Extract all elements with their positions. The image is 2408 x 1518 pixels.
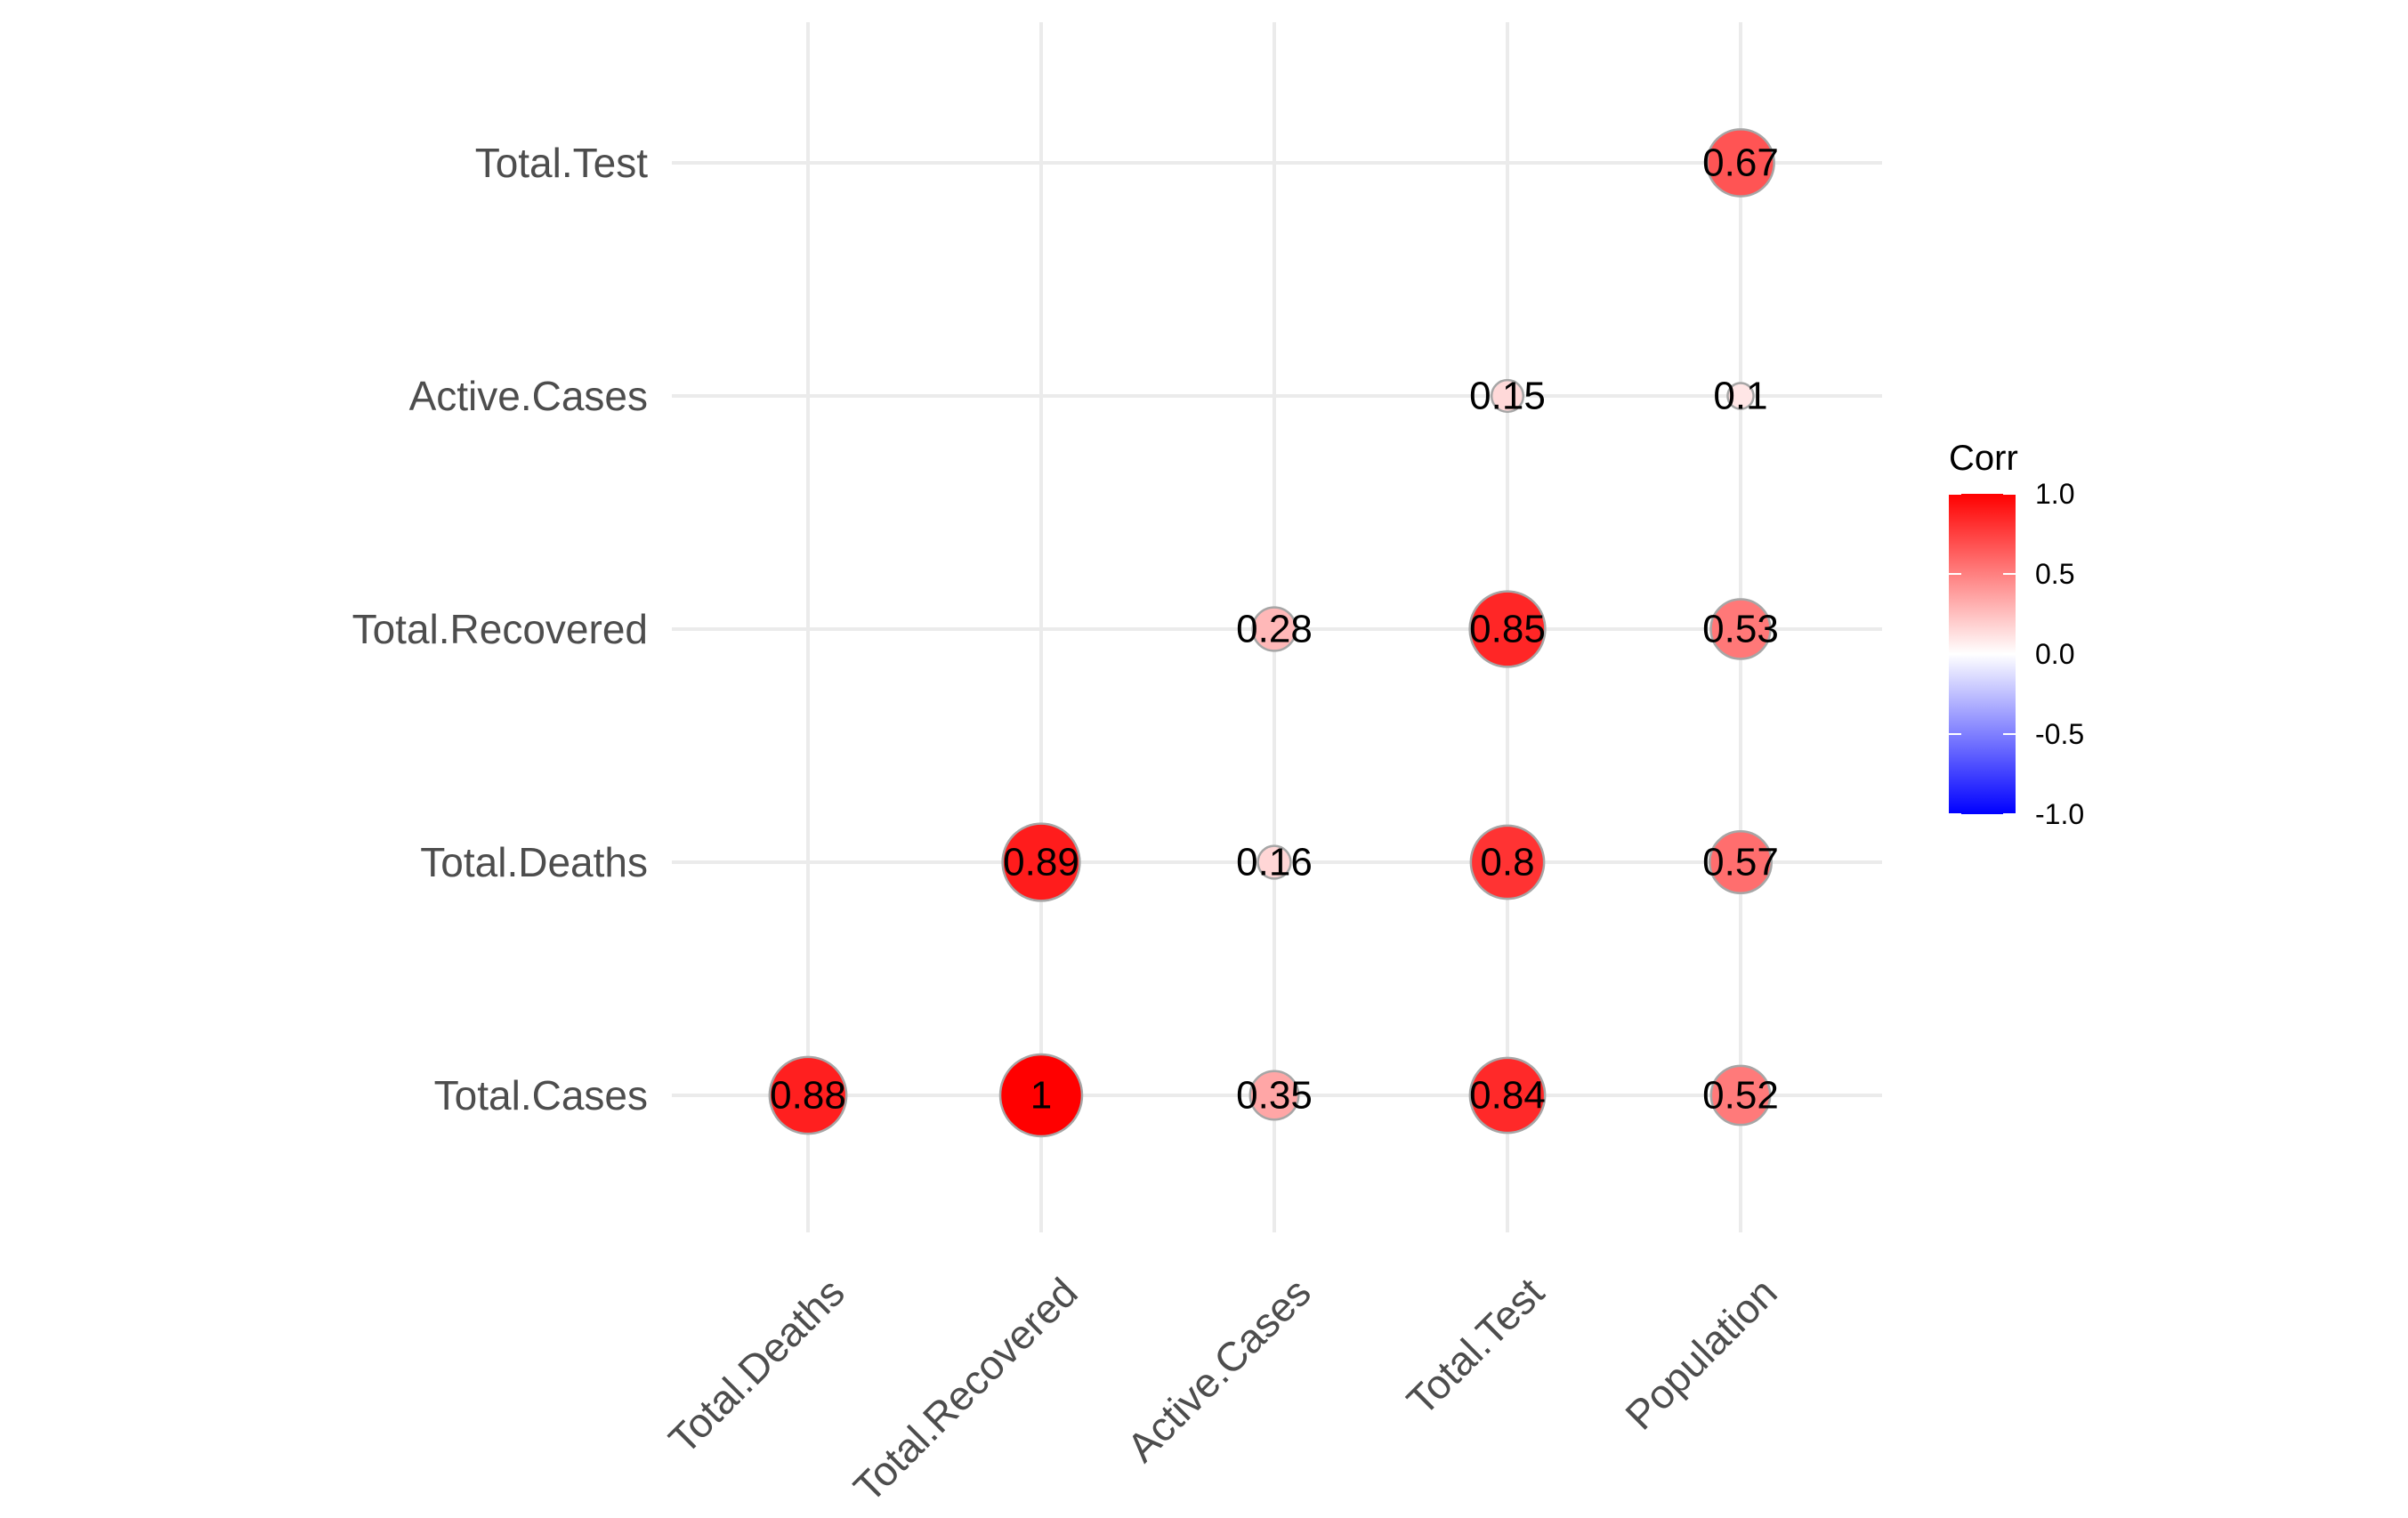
correlation-value-label: 0.88 <box>770 1074 846 1118</box>
correlation-value-label: 0.67 <box>1702 141 1779 185</box>
correlation-point <box>768 1055 848 1135</box>
correlation-point <box>1706 128 1775 198</box>
correlation-point <box>1257 844 1292 880</box>
correlation-value-label: 0.89 <box>1003 841 1079 884</box>
correlation-value-label: 0.85 <box>1469 608 1546 651</box>
legend-tick-label: -0.5 <box>2035 718 2084 750</box>
correlation-point <box>1709 1064 1772 1126</box>
legend: Corr 1.0 0.5 0.0 -0.5 -1.0 <box>1949 439 2084 830</box>
correlation-point <box>1001 822 1081 902</box>
correlation-point <box>1468 590 1547 668</box>
correlation-point <box>1709 830 1773 894</box>
correlation-point <box>1251 606 1297 652</box>
correlation-point <box>998 1053 1084 1138</box>
correlation-value-label: 0.16 <box>1236 841 1313 884</box>
correlation-points: 0.88 1 0.35 0.84 0.52 0.89 0.16 0.8 0.57 0.28 0.85… <box>768 128 1779 1138</box>
correlation-value-label: 0.84 <box>1469 1074 1546 1118</box>
x-tick-label: Active.Cases <box>1118 1269 1320 1471</box>
correlation-value-label: 0.15 <box>1469 375 1546 418</box>
y-tick-label: Active.Cases <box>409 373 648 419</box>
legend-tick-label: 0.0 <box>2035 638 2074 670</box>
correlation-value-label: 0.35 <box>1236 1074 1313 1118</box>
x-tick-label: Total.Test <box>1398 1269 1553 1424</box>
x-tick-label: Total.Recovered <box>844 1269 1087 1511</box>
legend-tick-label: -1.0 <box>2035 798 2084 830</box>
correlation-point <box>1490 378 1525 414</box>
correlation-point <box>1726 382 1755 410</box>
correlation-point <box>1248 1070 1300 1121</box>
correlation-point <box>1468 1056 1547 1134</box>
legend-ticks: 1.0 0.5 0.0 -0.5 -1.0 <box>1949 478 2084 830</box>
legend-tick-label: 1.0 <box>2035 478 2074 510</box>
x-tick-label: Total.Deaths <box>659 1269 853 1463</box>
y-tick-label: Total.Recovered <box>352 606 648 652</box>
correlation-value-label: 0.52 <box>1702 1074 1779 1118</box>
correlation-value-label: 1 <box>1030 1074 1052 1118</box>
y-tick-label: Total.Test <box>475 140 649 186</box>
correlation-value-label: 0.8 <box>1480 841 1534 884</box>
correlation-value-label: 0.1 <box>1713 375 1767 418</box>
y-tick-label: Total.Deaths <box>420 839 648 885</box>
correlation-value-label: 0.28 <box>1236 608 1313 651</box>
correlation-point <box>1469 824 1546 900</box>
y-axis-labels: Total.Cases Total.Deaths Total.Recovered Ac… <box>352 140 649 1118</box>
y-tick-label: Total.Cases <box>434 1072 648 1118</box>
legend-tick-label: 0.5 <box>2035 558 2074 590</box>
correlation-value-label: 0.57 <box>1702 841 1779 884</box>
correlation-value-label: 0.53 <box>1702 608 1779 651</box>
correlation-point <box>1709 598 1772 660</box>
legend-title: Corr <box>1949 439 2018 478</box>
x-tick-label: Population <box>1616 1269 1785 1438</box>
